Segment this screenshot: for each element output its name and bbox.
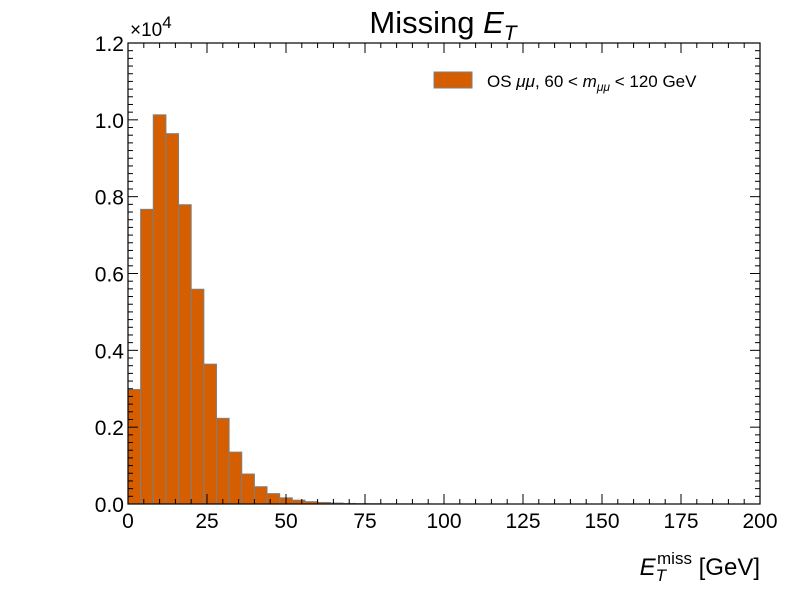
x-tick-labels: 0 25 50 75 100 125 150 175 200 <box>122 510 777 533</box>
x-tick-label: 0 <box>122 510 134 533</box>
legend-label: OS μμ, 60 < mμμ < 120 GeV <box>487 72 697 94</box>
legend: OS μμ, 60 < mμμ < 120 GeV <box>433 71 697 94</box>
histogram-bar <box>165 133 180 505</box>
plot-frame <box>127 42 761 505</box>
y-tick-label: 0.2 <box>95 417 124 440</box>
x-tick-label: 175 <box>663 510 698 533</box>
axis-ticks <box>128 43 760 504</box>
histogram-bar <box>228 451 243 505</box>
histogram-bar <box>140 208 154 505</box>
histogram-bar <box>190 288 205 505</box>
histogram-bar <box>203 363 217 505</box>
y-multiplier: ×104 <box>130 13 172 41</box>
x-tick-label: 25 <box>195 510 218 533</box>
x-tick-label: 200 <box>742 510 777 533</box>
y-tick-label: 0.4 <box>95 340 125 363</box>
histogram-bar <box>253 486 268 505</box>
x-axis-label: ETmiss [GeV] <box>640 549 760 585</box>
histogram-bar <box>152 114 167 505</box>
chart-title: Missing ET <box>369 5 518 45</box>
y-tick-label: 1.0 <box>95 110 124 133</box>
x-tick-label: 100 <box>426 510 461 533</box>
histogram-bar <box>266 493 281 505</box>
x-tick-label: 75 <box>353 510 376 533</box>
histogram-bar <box>127 389 142 505</box>
x-tick-label: 150 <box>584 510 619 533</box>
y-tick-label: 0.8 <box>95 187 124 210</box>
histogram-bars <box>127 114 470 505</box>
histogram-bar <box>215 417 230 505</box>
legend-swatch <box>433 71 473 89</box>
histogram-bar <box>241 473 255 505</box>
y-tick-label: 1.2 <box>95 33 124 56</box>
y-tick-label: 0.0 <box>95 494 124 517</box>
y-tick-labels: 0.0 0.2 0.4 0.6 0.8 1.0 1.2 <box>95 33 125 517</box>
y-tick-label: 0.6 <box>95 264 124 287</box>
x-tick-label: 50 <box>274 510 297 533</box>
x-tick-label: 125 <box>505 510 540 533</box>
histogram-bar <box>178 204 192 505</box>
